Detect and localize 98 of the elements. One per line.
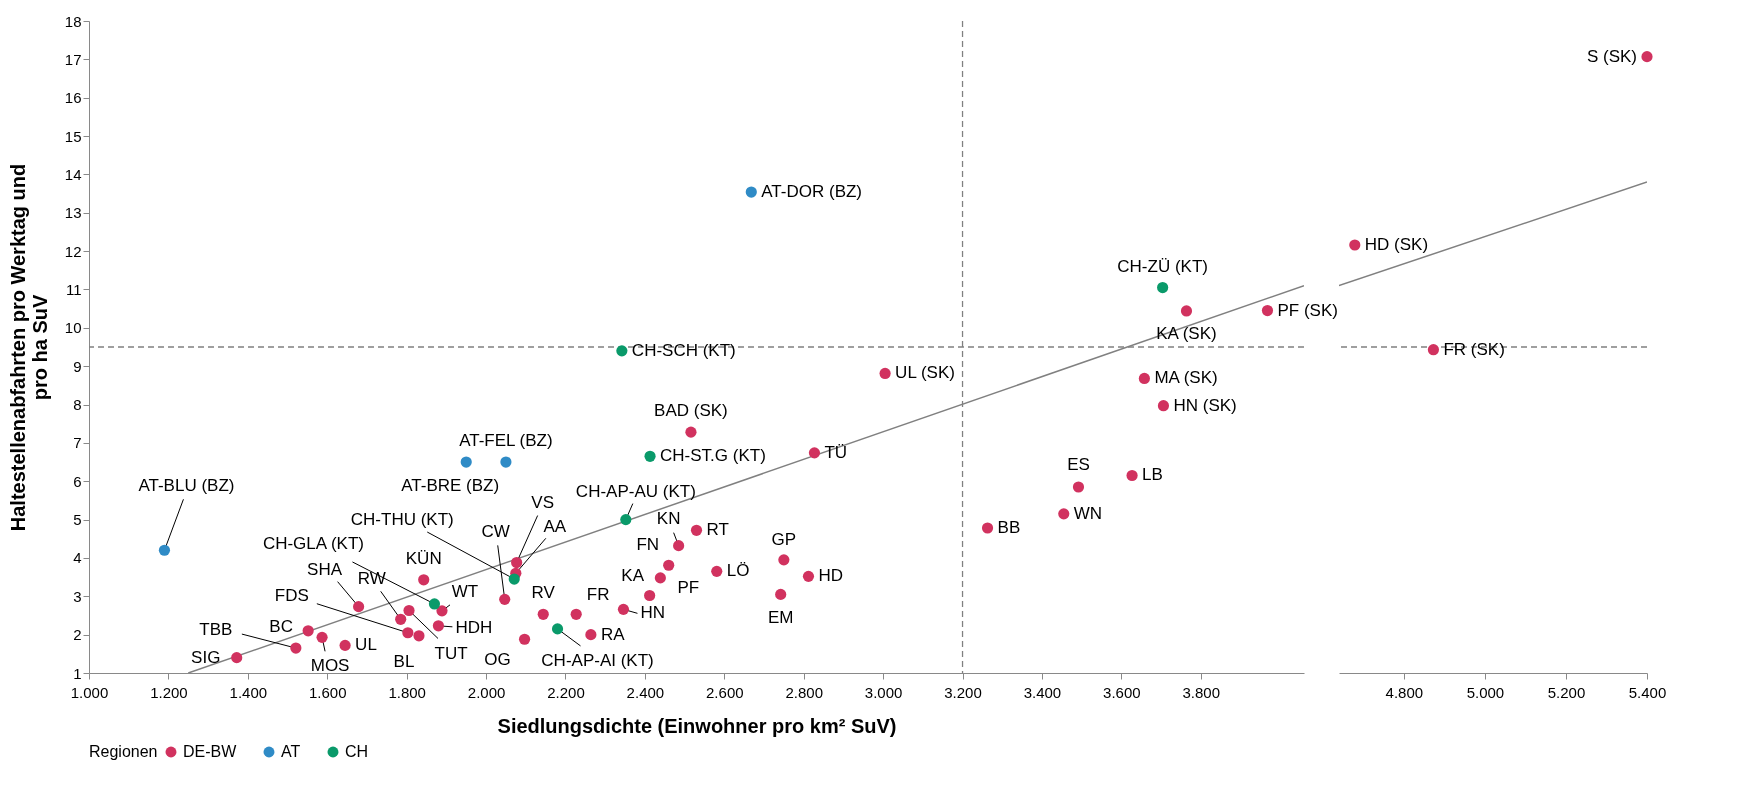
annotation: KA (SK) [1156,323,1217,343]
annotation: BL [393,651,415,671]
annotation: BAD (SK) [654,401,728,421]
y-tick-label: 11 [65,280,82,298]
x-tick-label: 3.200 [944,683,982,701]
y-tick-label: 8 [73,396,82,414]
x-tick-label: 3.000 [864,683,903,701]
x-tick-label: 1.400 [229,683,268,701]
y-tick-label: 12 [64,242,82,260]
annotation: MA (SK) [1154,368,1218,388]
annotation: CH-AP-AI (KT) [541,650,654,670]
annotation: UL [355,635,377,655]
y-axis-title: Haltestellenabfahrten pro Werktag und pro ha SuV [6,163,51,532]
y-tick-label: 5 [73,511,82,529]
x-tick-label: 3.400 [1023,683,1062,701]
annotation: KÜN [405,548,442,568]
annotation: VS [531,492,554,512]
x-tick-label: 4.800 [1385,683,1424,701]
y-tick-label: 3 [73,587,82,605]
annotation: AT-DOR (BZ) [761,182,863,202]
y-tick-label: 6 [73,472,82,490]
annotation: CH-ST.G (KT) [660,446,766,466]
annotation: OG [484,650,511,670]
annotation: FR (SK) [1443,339,1505,359]
x-tick-label: 5.000 [1466,683,1505,701]
annotation: AT-FEL (BZ) [459,431,553,451]
annotation: PF (SK) [1277,300,1338,320]
x-tick-label: 1.000 [70,683,109,701]
annotation: BB [997,518,1021,538]
annotation: HD (SK) [1364,234,1429,254]
x-tick-label: 2.600 [706,683,744,701]
annotation: RT [706,520,729,540]
annotation: WT [451,581,479,601]
x-tick-label: 2.400 [626,683,665,701]
annotation: FN [636,535,660,555]
x-tick-label: 1.800 [388,683,426,701]
annotation: TBB [199,620,233,640]
y-tick-label: 2 [73,626,82,644]
annotation: KA [621,565,645,585]
y-tick-label: 7 [73,434,82,452]
annotation: AA [543,517,567,537]
annotation: SIG [191,647,221,667]
annotation: UL (SK) [895,363,955,383]
annotation: BC [269,616,293,636]
annotation: GP [771,529,797,549]
annotation: TÜ [824,442,848,462]
y-tick-label: 17 [64,50,82,68]
annotation: MOS [310,656,350,676]
annotation: CH-SCH (KT) [631,340,736,360]
annotation: RV [531,583,556,603]
annotation: AT-BRE (BZ) [401,476,500,496]
annotation: AT-BLU (BZ) [138,476,235,496]
annotation: LÖ [726,561,750,581]
annotation: KN [656,508,681,528]
annotation: LB [1142,465,1163,485]
annotation: FDS [274,585,309,605]
y-tick-label: 15 [64,127,82,145]
annotation: CH-GLA (KT) [262,533,364,553]
x-tick-label: 3.800 [1182,683,1221,701]
x-axis-title: Siedlungsdichte (Einwohner pro km² SuV) [497,714,897,737]
annotation: CW [481,522,510,542]
annotation: CH-THU (KT) [350,510,454,530]
annotation: ES [1067,454,1090,474]
annotation: WN [1073,503,1103,523]
annotation: CH-ZÜ (KT) [1117,256,1208,276]
x-tick-label: 2.800 [785,683,823,701]
x-tick-label: 5.400 [1628,683,1667,701]
annotation: HD [818,566,844,586]
legend-label: DE-BW [183,743,238,760]
y-tick-label: 1 [73,664,82,682]
legend-label: CH [345,743,369,760]
y-tick-label: 16 [64,89,82,107]
y-tick-label: 4 [73,549,82,567]
annotation: HDH [455,617,493,637]
x-tick-label: 1.600 [308,683,347,701]
y-tick-label: 14 [64,165,82,183]
x-tick-label: 3.600 [1103,683,1141,701]
annotation: RA [600,624,626,644]
x-tick-label: 2.000 [467,683,506,701]
annotation: HN [640,603,665,623]
y-tick-label: 18 [64,12,82,30]
annotation: FR [586,585,610,605]
x-tick-label: 2.200 [547,683,585,701]
annotation: RW [357,569,386,589]
y-tick-label: 9 [73,357,82,375]
x-tick-label: 1.200 [150,683,188,701]
y-tick-label: 10 [64,319,82,337]
annotation: SHA [307,559,343,579]
annotation: EM [767,608,794,628]
legend-title: Regionen [89,743,158,760]
annotation: S (SK) [1586,46,1637,66]
y-tick-label: 13 [64,204,82,222]
annotation: TUT [434,644,468,664]
legend-label: AT [281,743,301,760]
annotation: PF [677,577,700,597]
x-tick-label: 5.200 [1547,683,1586,701]
annotation: HN (SK) [1173,395,1237,415]
annotation: CH-AP-AU (KT) [575,481,696,501]
